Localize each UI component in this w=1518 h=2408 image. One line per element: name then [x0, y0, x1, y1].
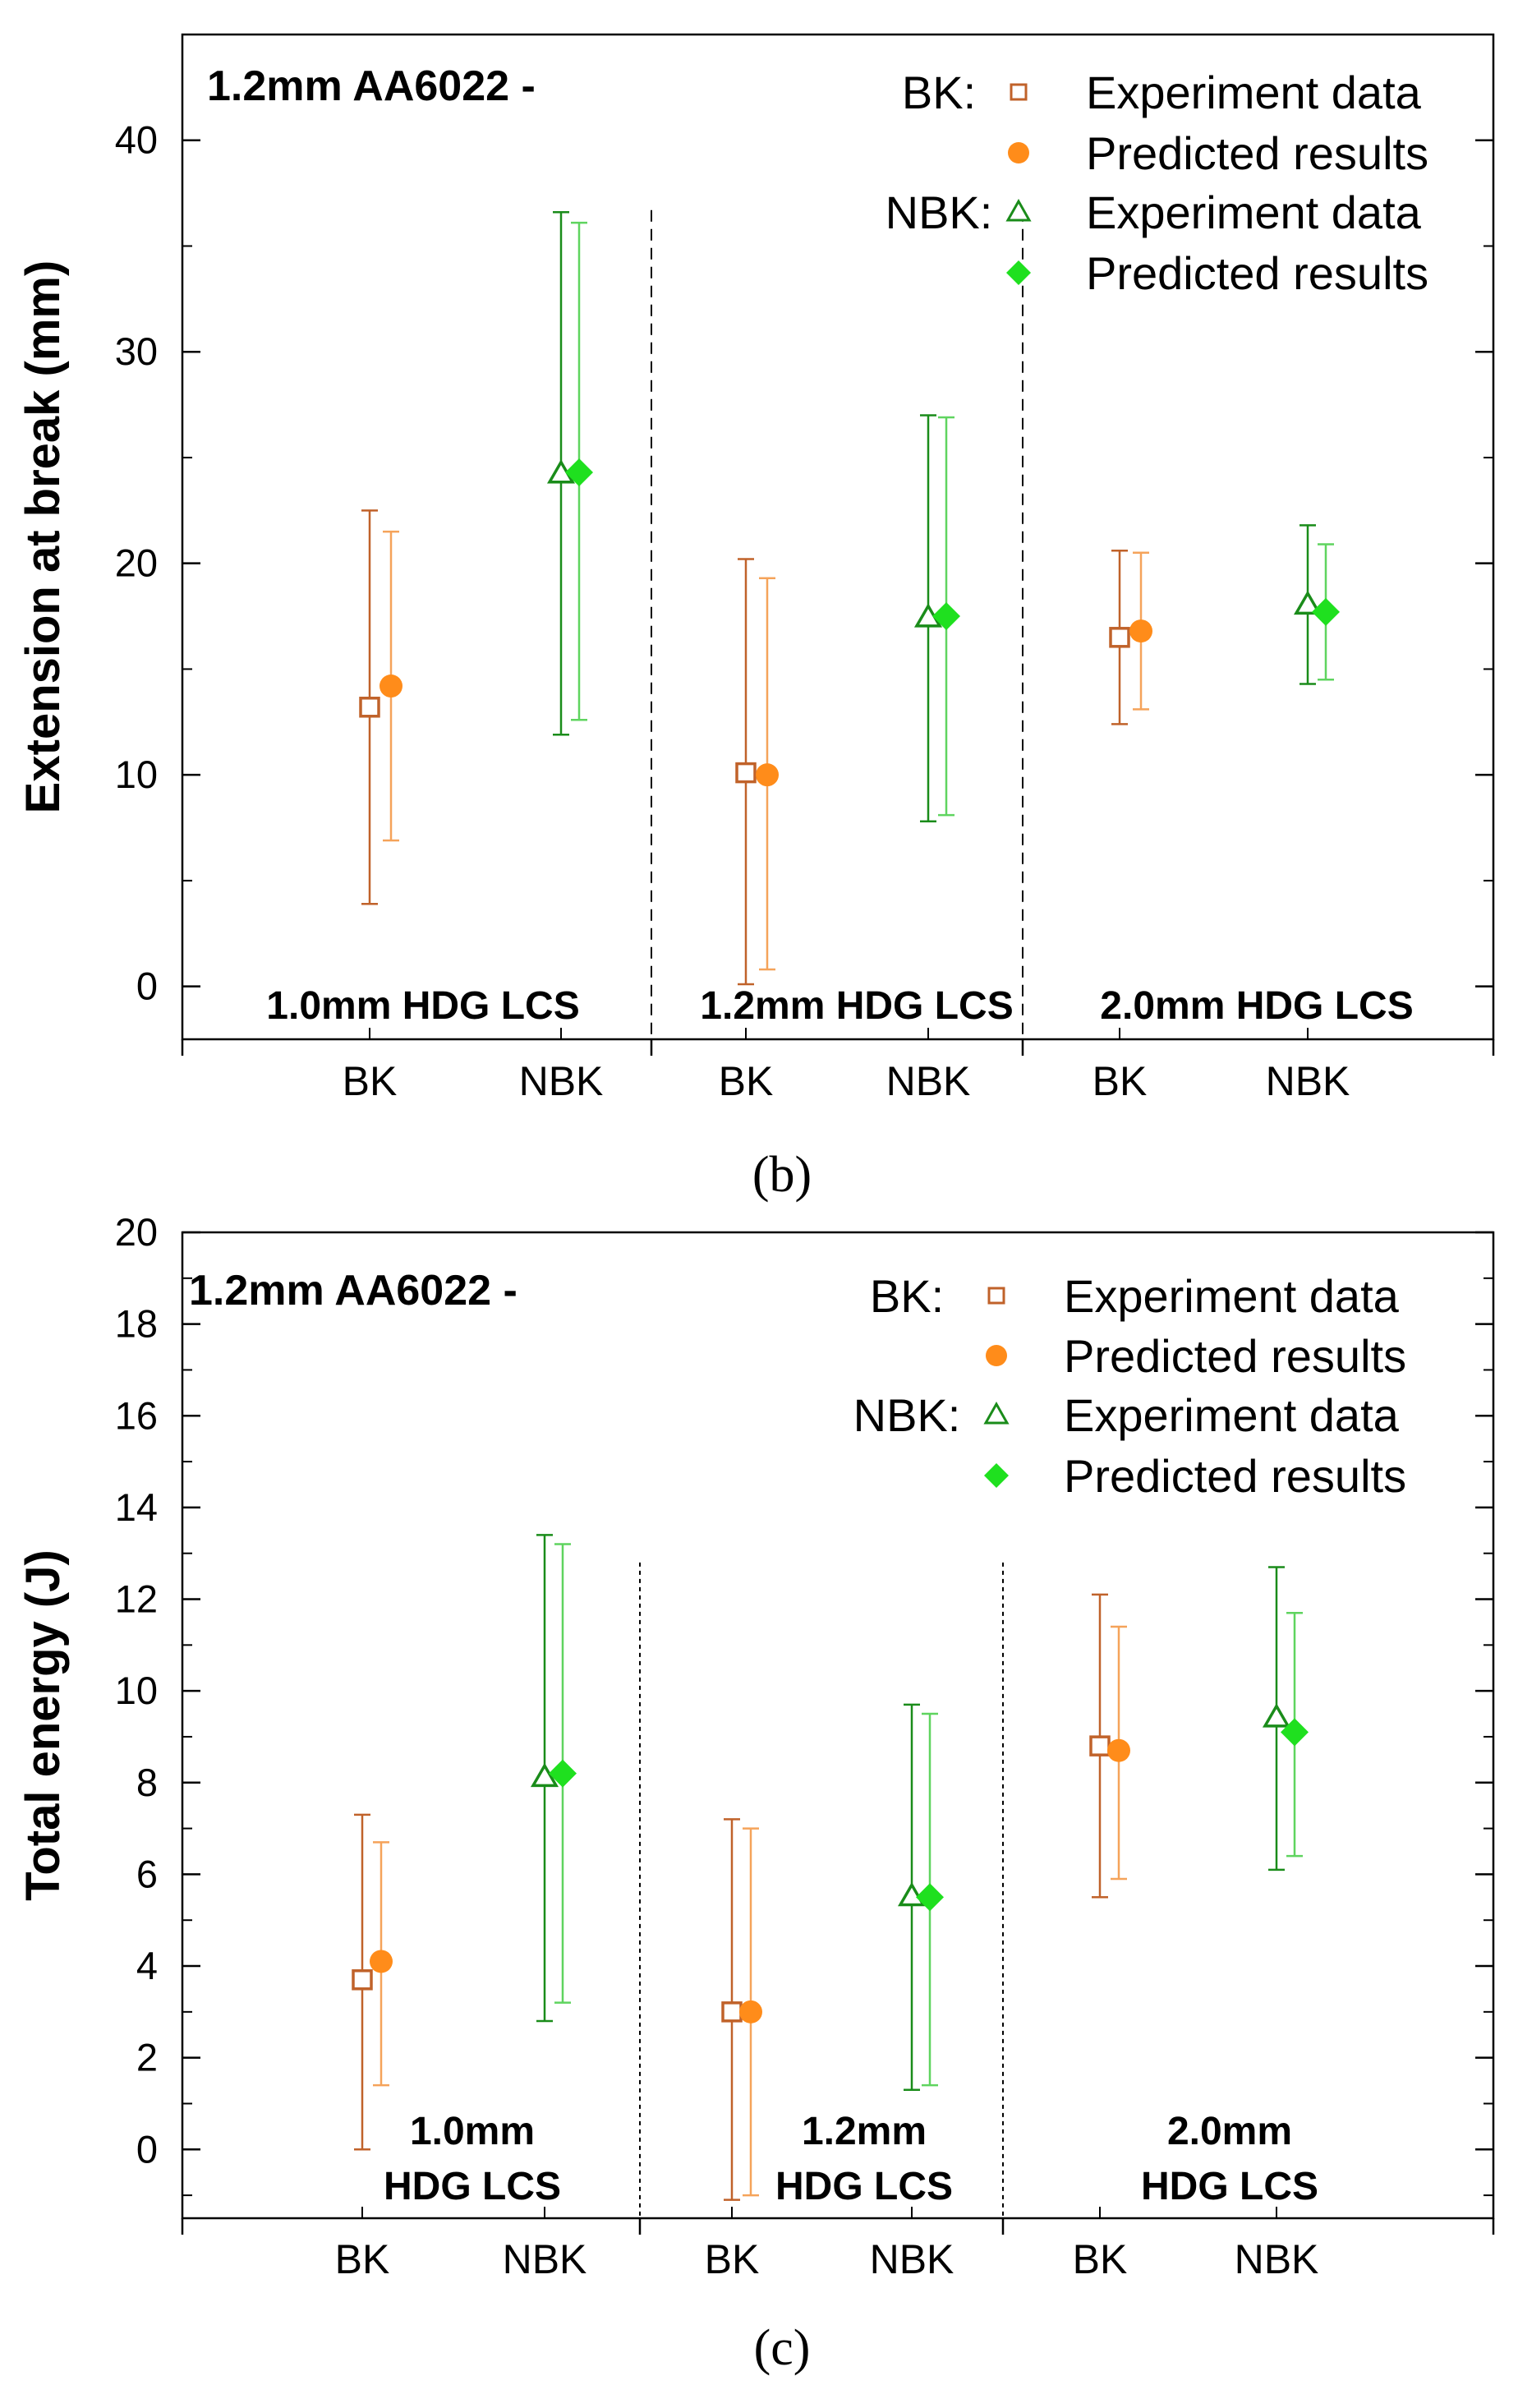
- nbk-predicted-point: [916, 1883, 944, 1912]
- bk-experiment-point: [359, 697, 380, 718]
- legend-nbk-experiment-text: Experiment data: [1086, 186, 1422, 238]
- y-tick-label: 14: [115, 1485, 158, 1529]
- y-tick-label: 0: [136, 965, 158, 1008]
- group-label-line1: 2.0mm: [1167, 2110, 1292, 2153]
- bk-experiment-point: [721, 2001, 743, 2023]
- x-category-label: NBK: [870, 2236, 954, 2282]
- x-category-label: NBK: [519, 1058, 604, 1104]
- legend-bk-experiment-marker: [987, 1287, 1005, 1305]
- y-tick-label: 40: [115, 118, 158, 162]
- chart-title: 1.2mm AA6022 -: [189, 1267, 518, 1315]
- nbk-predicted-point: [549, 1759, 577, 1788]
- bk-predicted-point: [1107, 1738, 1130, 1762]
- group-label-line2: HDG LCS: [775, 2165, 953, 2208]
- nbk-predicted-point: [565, 458, 593, 486]
- x-category-label: NBK: [1266, 1058, 1350, 1104]
- nbk-predicted-point: [1312, 597, 1340, 626]
- bk-predicted-point: [370, 1950, 393, 1973]
- group-label: 1.0mm HDG LCS: [266, 984, 579, 1028]
- chart-c-total-energy: 0 2 4 6 8 10 12 14 16 18 20 Total energy (J) 1.2mm A…: [16, 1210, 1495, 2282]
- y-tick-label: 6: [136, 1852, 158, 1895]
- y-tick-label: 10: [115, 753, 158, 796]
- chart-title: 1.2mm AA6022 -: [207, 62, 536, 110]
- plot-frame: [181, 33, 1495, 1041]
- chart-b-extension-at-break: 0 10 20 30 40 Extension at break (mm) 1.2mm AA…: [16, 33, 1495, 1104]
- y-tick-label: 8: [136, 1761, 158, 1804]
- y-tick-label: 0: [136, 2127, 158, 2171]
- nbk-experiment-point: [530, 1762, 559, 1788]
- y-tick-label: 12: [115, 1577, 158, 1621]
- bk-experiment-point: [735, 762, 757, 784]
- legend-bk-predicted-marker: [1008, 142, 1029, 163]
- bk-experiment-point: [1089, 1735, 1111, 1757]
- legend-nbk-predicted-text: Predicted results: [1086, 247, 1428, 299]
- x-category-label: BK: [343, 1058, 398, 1104]
- y-tick-label: 20: [115, 541, 158, 585]
- y-tick-label: 10: [115, 1669, 158, 1712]
- x-category-label: BK: [719, 1058, 774, 1104]
- legend-bk-experiment-marker: [1010, 83, 1028, 101]
- bk-predicted-point: [739, 2000, 762, 2024]
- group-label: 1.2mm HDG LCS: [700, 984, 1013, 1028]
- legend-bk-label: BK:: [902, 67, 976, 118]
- y-tick-label: 4: [136, 1944, 158, 1987]
- y-axis-label: Extension at break (mm): [16, 260, 70, 814]
- bk-predicted-point: [380, 675, 402, 698]
- legend-bk-experiment-text: Experiment data: [1086, 67, 1422, 118]
- plot-frame: [181, 1231, 1495, 2220]
- legend-nbk-label: NBK:: [886, 186, 993, 238]
- x-category-label: BK: [1092, 1058, 1148, 1104]
- group-label-line2: HDG LCS: [1141, 2165, 1318, 2208]
- nbk-experiment-point: [1293, 590, 1322, 615]
- y-tick-label: 2: [136, 2036, 158, 2079]
- legend-nbk-experiment-marker: [1005, 198, 1032, 222]
- legend-bk-predicted-text: Predicted results: [1086, 127, 1428, 179]
- x-category-label: BK: [705, 2236, 760, 2282]
- group-label: 2.0mm HDG LCS: [1100, 984, 1413, 1028]
- legend-bk-predicted-marker: [986, 1345, 1007, 1366]
- legend-nbk-predicted-marker: [984, 1463, 1009, 1488]
- legend-nbk-experiment-text: Experiment data: [1064, 1389, 1400, 1441]
- bk-experiment-point: [352, 1969, 373, 1991]
- bk-predicted-point: [1129, 619, 1152, 643]
- y-tick-label: 16: [115, 1393, 158, 1437]
- x-category-label: BK: [335, 2236, 390, 2282]
- y-axis-label: Total energy (J): [16, 1549, 70, 1901]
- caption-b: (b): [752, 1147, 812, 1203]
- bk-experiment-point: [1109, 627, 1130, 648]
- legend-nbk-predicted-text: Predicted results: [1064, 1450, 1406, 1502]
- x-category-label: NBK: [1235, 2236, 1319, 2282]
- nbk-experiment-point: [897, 1881, 927, 1907]
- group-label-line1: 1.0mm: [410, 2110, 535, 2153]
- legend-bk-experiment-text: Experiment data: [1064, 1270, 1400, 1322]
- legend-bk-predicted-text: Predicted results: [1064, 1330, 1406, 1382]
- x-category-label: BK: [1073, 2236, 1128, 2282]
- nbk-predicted-point: [1281, 1718, 1309, 1747]
- nbk-experiment-point: [1262, 1703, 1291, 1728]
- legend-nbk-predicted-marker: [1006, 260, 1031, 285]
- y-tick-label: 20: [115, 1210, 158, 1254]
- nbk-predicted-point: [932, 602, 960, 631]
- group-label-line2: HDG LCS: [384, 2165, 561, 2208]
- y-tick-label: 30: [115, 329, 158, 373]
- bk-predicted-point: [756, 763, 779, 787]
- legend-nbk-experiment-marker: [983, 1401, 1010, 1425]
- group-label-line1: 1.2mm: [802, 2110, 927, 2153]
- x-category-label: NBK: [503, 2236, 587, 2282]
- legend-nbk-label: NBK:: [853, 1389, 961, 1441]
- legend-bk-label: BK:: [870, 1270, 944, 1322]
- y-tick-label: 18: [115, 1302, 158, 1346]
- x-category-label: NBK: [886, 1058, 971, 1104]
- caption-c: (c): [754, 2320, 811, 2376]
